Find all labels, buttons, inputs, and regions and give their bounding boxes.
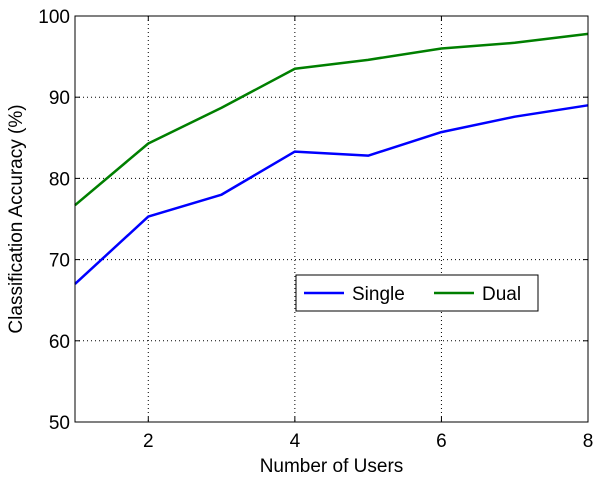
ticks: 2 4 6 8 50 60 70 80 90 100 bbox=[38, 7, 593, 452]
legend-label-single: Single bbox=[352, 284, 405, 305]
plot-frame bbox=[74, 15, 589, 423]
legend: Single Dual bbox=[295, 274, 539, 312]
series-line-single bbox=[74, 104, 589, 285]
y-tick-label: 100 bbox=[38, 7, 70, 28]
x-tick-label: 6 bbox=[436, 431, 447, 452]
y-axis-label: Classification Accuracy (%) bbox=[6, 104, 27, 333]
legend-label-dual: Dual bbox=[482, 284, 521, 305]
x-tick-label: 2 bbox=[143, 431, 154, 452]
y-tick-label: 50 bbox=[49, 413, 70, 434]
y-tick-label: 80 bbox=[49, 169, 70, 190]
series-group bbox=[74, 32, 589, 285]
x-axis-label: Number of Users bbox=[260, 456, 404, 477]
x-tick-label: 4 bbox=[290, 431, 301, 452]
series-line-dual bbox=[74, 32, 589, 207]
y-tick-label: 60 bbox=[49, 332, 70, 353]
y-tick-label: 70 bbox=[49, 251, 70, 272]
x-tick-label: 8 bbox=[583, 431, 594, 452]
y-tick-label: 90 bbox=[49, 88, 70, 109]
